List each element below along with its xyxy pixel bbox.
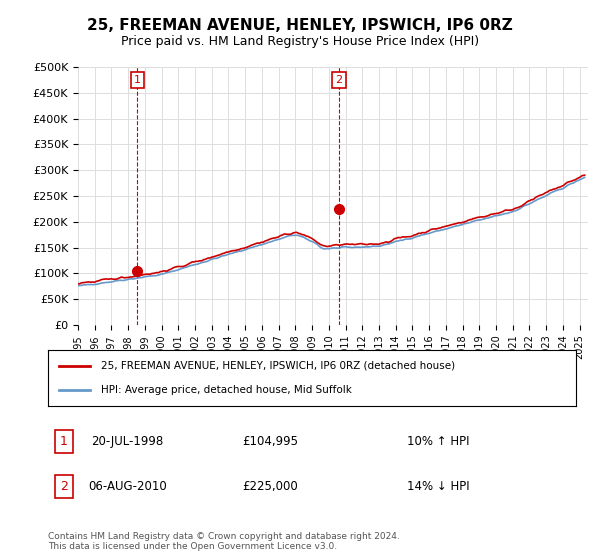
Text: £104,995: £104,995 bbox=[242, 435, 298, 448]
Text: 20-JUL-1998: 20-JUL-1998 bbox=[91, 435, 163, 448]
Text: 25, FREEMAN AVENUE, HENLEY, IPSWICH, IP6 0RZ: 25, FREEMAN AVENUE, HENLEY, IPSWICH, IP6… bbox=[87, 18, 513, 32]
Text: Contains HM Land Registry data © Crown copyright and database right 2024.
This d: Contains HM Land Registry data © Crown c… bbox=[48, 532, 400, 552]
Text: 14% ↓ HPI: 14% ↓ HPI bbox=[407, 479, 470, 493]
Text: Price paid vs. HM Land Registry's House Price Index (HPI): Price paid vs. HM Land Registry's House … bbox=[121, 35, 479, 49]
Text: £225,000: £225,000 bbox=[242, 479, 298, 493]
Text: 1: 1 bbox=[134, 75, 141, 85]
Text: 1: 1 bbox=[60, 435, 68, 448]
Text: 2: 2 bbox=[335, 75, 342, 85]
Text: HPI: Average price, detached house, Mid Suffolk: HPI: Average price, detached house, Mid … bbox=[101, 385, 352, 395]
Text: 10% ↑ HPI: 10% ↑ HPI bbox=[407, 435, 470, 448]
Text: 2: 2 bbox=[60, 479, 68, 493]
Text: 25, FREEMAN AVENUE, HENLEY, IPSWICH, IP6 0RZ (detached house): 25, FREEMAN AVENUE, HENLEY, IPSWICH, IP6… bbox=[101, 361, 455, 371]
Text: 06-AUG-2010: 06-AUG-2010 bbox=[88, 479, 167, 493]
